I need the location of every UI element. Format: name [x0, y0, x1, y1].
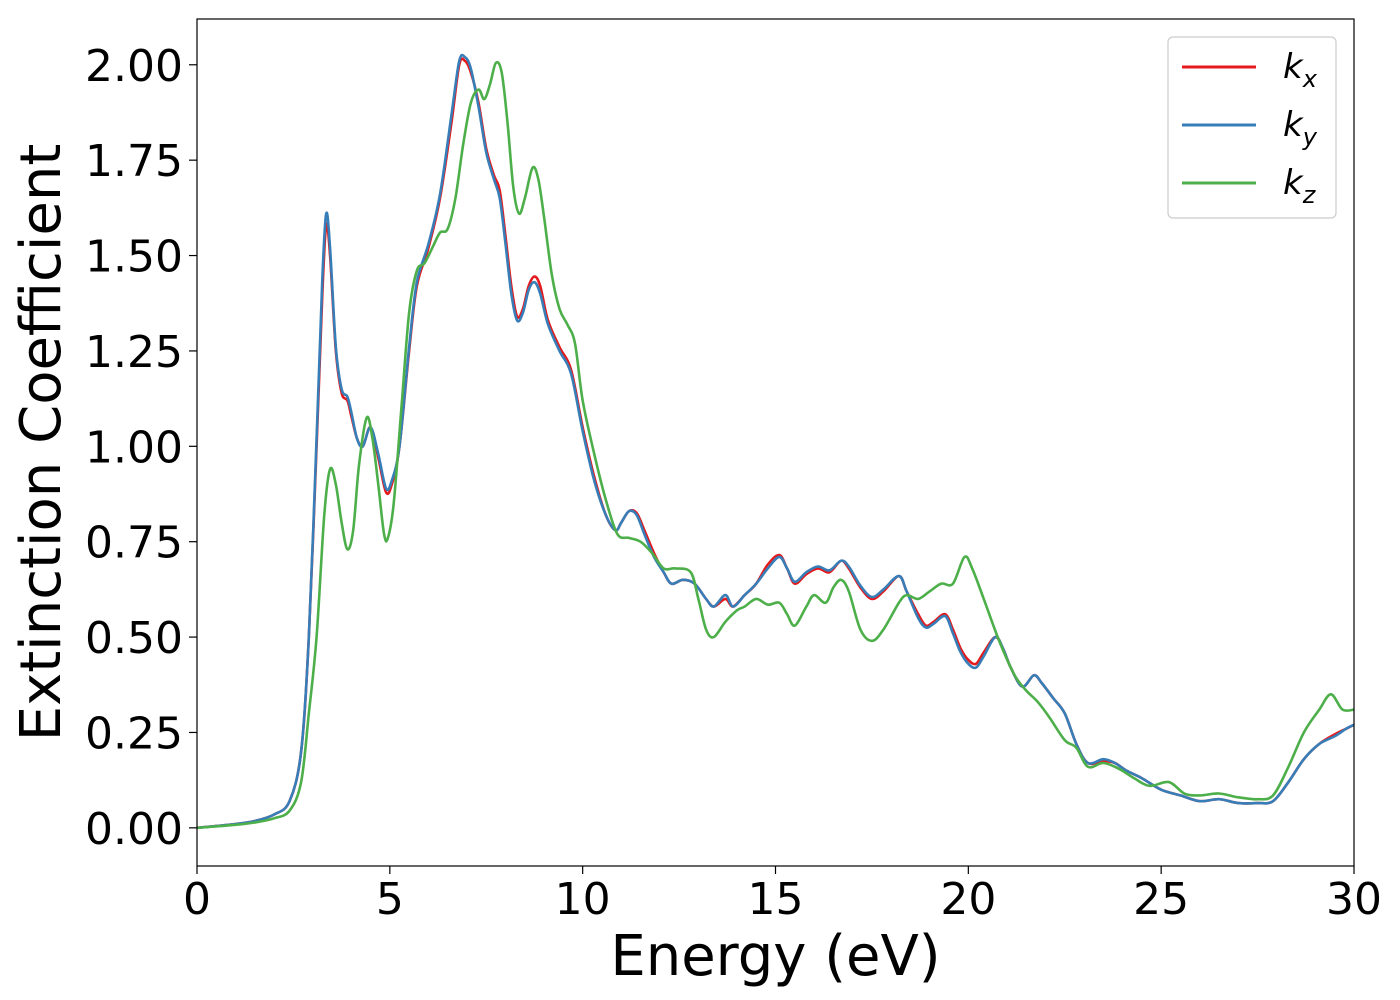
y-tick-label: 0.00	[85, 804, 183, 855]
x-tick-label: 20	[940, 874, 996, 925]
x-tick-label: 25	[1133, 874, 1189, 925]
x-axis-title: Energy (eV)	[610, 924, 940, 989]
y-tick-label: 0.25	[85, 708, 183, 759]
x-tick-label: 15	[748, 874, 804, 925]
x-tick-label: 0	[183, 874, 211, 925]
series-line-z	[197, 60, 1354, 830]
y-axis-title: Extinction Coefficient	[9, 144, 74, 742]
y-tick-label: 0.75	[85, 518, 183, 569]
y-tick-label: 2.00	[85, 41, 183, 92]
y-tick-label: 1.75	[85, 136, 183, 187]
x-tick-label: 5	[376, 874, 404, 925]
x-axis: 0 5 10 15 20 25 30	[183, 866, 1382, 925]
x-tick-label: 10	[555, 874, 611, 925]
y-tick-label: 0.50	[85, 613, 183, 664]
y-axis: 0.00 0.25 0.50 0.75 1.00 1.25 1.50 1.75 2.00	[85, 41, 197, 855]
x-tick-label: 30	[1326, 874, 1382, 925]
y-tick-label: 1.25	[85, 327, 183, 378]
y-tick-label: 1.50	[85, 232, 183, 283]
y-tick-label: 1.00	[85, 422, 183, 473]
legend-box	[1167, 36, 1337, 219]
series-layer	[197, 53, 1354, 830]
